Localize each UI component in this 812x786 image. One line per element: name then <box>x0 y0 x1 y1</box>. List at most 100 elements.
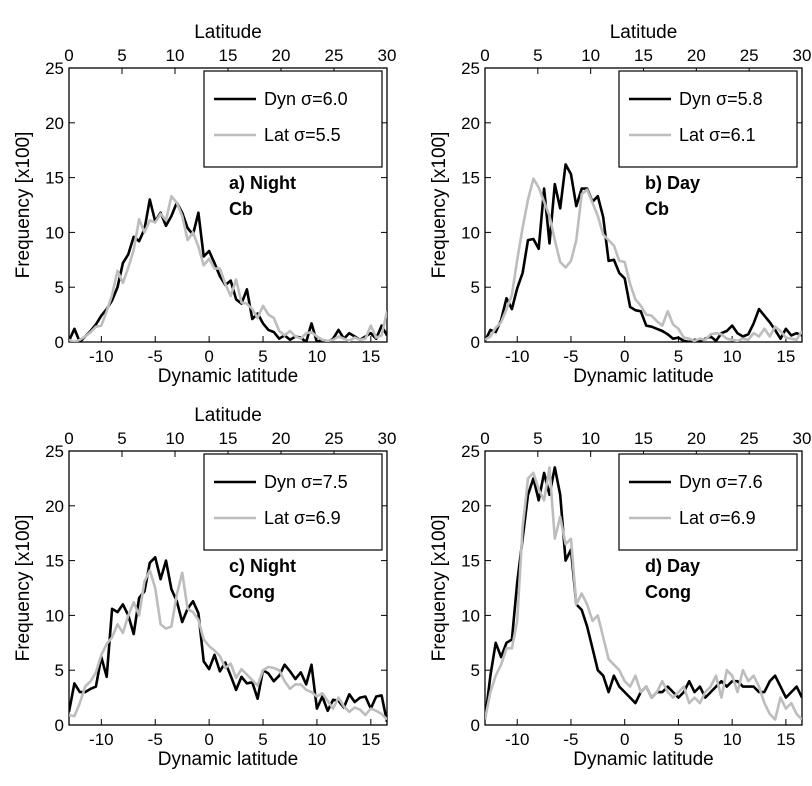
x-tick-label: 10 <box>307 347 326 366</box>
top-x-tick-label: 30 <box>793 429 812 448</box>
y-tick-label: 0 <box>55 716 64 735</box>
panel-title: a) Night <box>229 173 296 193</box>
top-x-tick-label: 20 <box>272 429 291 448</box>
y-tick-label: 25 <box>45 59 64 78</box>
top-x-tick-label: 10 <box>166 46 185 65</box>
top-x-tick-label: 5 <box>533 429 542 448</box>
top-x-tick-label: 25 <box>325 46 344 65</box>
x-tick-label: 5 <box>258 347 267 366</box>
series-line-lat <box>69 194 387 342</box>
top-x-tick-label: 15 <box>219 46 238 65</box>
y-tick-label: 5 <box>471 661 480 680</box>
top-x-tick-label: 20 <box>687 429 706 448</box>
x-tick-label: 5 <box>674 347 683 366</box>
series-line-dyn <box>69 555 387 722</box>
top-x-axis-label: Latitude <box>194 22 262 43</box>
series-line-lat <box>69 569 387 721</box>
y-tick-label: 15 <box>461 552 480 571</box>
y-tick-label: 20 <box>461 497 480 516</box>
legend-box <box>618 70 798 168</box>
legend-label: Dyn σ=7.6 <box>679 472 763 492</box>
series-line-dyn <box>69 198 387 342</box>
x-tick-label: -5 <box>148 347 163 366</box>
legend-box <box>203 453 383 551</box>
top-x-tick-label: 10 <box>581 429 600 448</box>
y-tick-label: 0 <box>471 716 480 735</box>
y-tick-label: 5 <box>55 661 64 680</box>
x-axis-label: Dynamic latitude <box>158 366 298 387</box>
top-x-tick-label: 15 <box>219 429 238 448</box>
panel-title: Cong <box>229 582 275 602</box>
x-tick-label: -5 <box>148 730 163 749</box>
x-tick-label: -10 <box>89 730 114 749</box>
panel-title: Cb <box>229 199 253 219</box>
x-tick-label: -10 <box>505 730 530 749</box>
x-tick-label: -5 <box>563 347 578 366</box>
y-tick-label: 10 <box>45 223 64 242</box>
top-x-tick-label: 30 <box>793 46 812 65</box>
top-x-tick-label: 20 <box>272 46 291 65</box>
legend-label: Lat σ=6.9 <box>679 508 756 528</box>
x-tick-label: 0 <box>204 730 213 749</box>
y-tick-label: 20 <box>45 114 64 133</box>
x-tick-label: 10 <box>723 347 742 366</box>
top-x-tick-label: 30 <box>378 46 397 65</box>
y-axis-label: Frequency [x100] <box>429 515 450 662</box>
series-line-lat <box>485 466 802 721</box>
panel-title: Cong <box>645 582 691 602</box>
panel-title: d) Day <box>645 556 700 576</box>
series-group <box>69 194 387 342</box>
y-tick-label: 5 <box>471 278 480 297</box>
legend-label: Lat σ=6.9 <box>264 508 341 528</box>
top-x-tick-label: 0 <box>480 46 489 65</box>
x-tick-label: 15 <box>361 730 380 749</box>
top-x-tick-label: 5 <box>533 46 542 65</box>
y-tick-label: 15 <box>45 552 64 571</box>
legend-label: Lat σ=6.1 <box>679 125 756 145</box>
top-x-tick-label: 20 <box>687 46 706 65</box>
x-axis-label: Dynamic latitude <box>573 749 713 770</box>
panel-title: c) Night <box>229 556 296 576</box>
x-tick-label: 15 <box>361 347 380 366</box>
legend-box <box>618 453 798 551</box>
y-tick-label: 5 <box>55 278 64 297</box>
top-x-tick-label: 15 <box>634 429 653 448</box>
y-axis-label: Frequency [x100] <box>13 132 34 279</box>
x-tick-label: 15 <box>776 347 795 366</box>
top-x-tick-label: 25 <box>740 429 759 448</box>
top-x-tick-label: 15 <box>634 46 653 65</box>
y-tick-label: 25 <box>461 442 480 461</box>
x-tick-label: 10 <box>723 730 742 749</box>
y-tick-label: 25 <box>45 442 64 461</box>
x-tick-label: 0 <box>620 730 629 749</box>
panel-1: -10 -5 0 5 10 15 0 5 10 15 20 25 30 0 5 10 15 20 25 Dynamic… <box>429 22 811 387</box>
x-tick-label: -10 <box>505 347 530 366</box>
series-line-dyn <box>485 163 802 342</box>
y-tick-label: 15 <box>45 169 64 188</box>
y-tick-label: 0 <box>471 333 480 352</box>
legend-box <box>203 70 383 168</box>
top-x-tick-label: 0 <box>64 46 73 65</box>
series-group <box>485 466 802 721</box>
top-x-tick-label: 10 <box>581 46 600 65</box>
top-x-tick-label: 25 <box>740 46 759 65</box>
top-x-tick-label: 0 <box>480 429 489 448</box>
series-group <box>485 163 802 342</box>
top-x-tick-label: 0 <box>64 429 73 448</box>
y-tick-label: 20 <box>45 497 64 516</box>
y-tick-label: 25 <box>461 59 480 78</box>
x-tick-label: 0 <box>620 347 629 366</box>
y-tick-label: 0 <box>55 333 64 352</box>
panel-3: -10 -5 0 5 10 15 0 5 10 15 20 25 30 0 5 10 15 20 25 Dynamic… <box>429 429 811 770</box>
top-x-axis-label: Latitude <box>194 405 262 426</box>
series-line-lat <box>485 177 802 342</box>
top-x-tick-label: 10 <box>166 429 185 448</box>
x-tick-label: 10 <box>307 730 326 749</box>
x-tick-label: -5 <box>563 730 578 749</box>
x-tick-label: 5 <box>258 730 267 749</box>
top-x-tick-label: 5 <box>117 429 126 448</box>
panel-0: -10 -5 0 5 10 15 0 5 10 15 20 25 30 0 5 10 15 20 25 Dynamic… <box>13 22 396 387</box>
y-tick-label: 10 <box>45 606 64 625</box>
